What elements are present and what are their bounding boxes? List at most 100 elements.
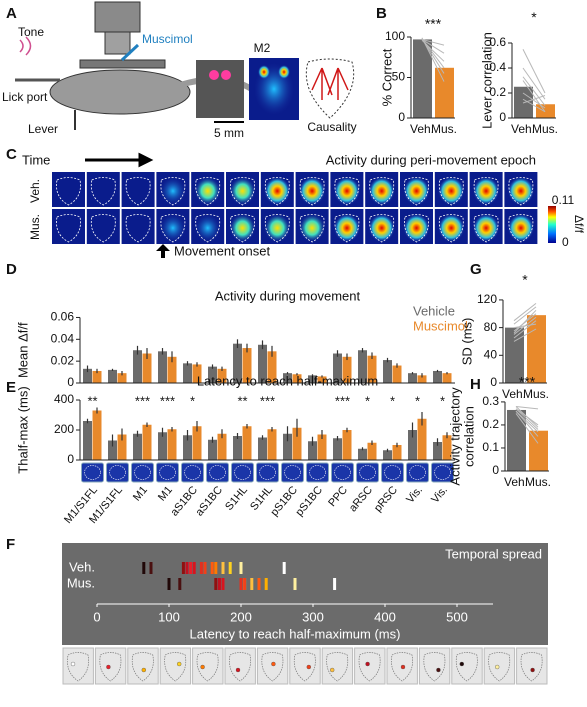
- time-label: Time: [22, 152, 50, 167]
- bar: [283, 373, 292, 383]
- bar: [308, 441, 317, 460]
- bar: [342, 356, 352, 383]
- scale-label: 5 mm: [214, 126, 244, 140]
- tone-label: Tone: [18, 25, 44, 39]
- paired-line: [522, 76, 546, 106]
- panel-c-title: Activity during peri-movement epoch: [326, 152, 536, 167]
- latency-tick: [142, 562, 146, 574]
- frame-activity: [333, 214, 360, 242]
- injection-site: [221, 70, 231, 80]
- strip-panel: [62, 543, 548, 645]
- region-dot: [400, 664, 406, 670]
- y-tick-label: 400: [54, 392, 74, 406]
- paired-line: [513, 309, 537, 334]
- panel-label: H: [470, 376, 481, 393]
- region-thumbnail-outline: [159, 465, 176, 480]
- bar: [292, 374, 302, 383]
- frame-activity: [159, 214, 186, 242]
- y-tick-label: 0.02: [51, 353, 75, 367]
- region-thumbnail-outline: [309, 465, 326, 480]
- significance: ***: [425, 16, 442, 32]
- frame-activity: [438, 177, 465, 205]
- x-tick-label: Veh.: [410, 122, 434, 136]
- paired-line: [421, 37, 445, 82]
- frame-activity: [473, 177, 500, 205]
- frame-outline: [56, 214, 81, 243]
- region-dot: [530, 667, 535, 673]
- frame-outline: [195, 214, 221, 243]
- row-label: Veh.: [28, 179, 42, 203]
- colorbar-min: 0: [562, 235, 569, 249]
- bar: [242, 348, 252, 383]
- bar: [292, 427, 302, 460]
- bar: [183, 435, 192, 460]
- x-tick-label: M1: [131, 484, 150, 503]
- panel-label: B: [376, 5, 387, 22]
- latency-tick: [228, 562, 232, 574]
- region-dot: [70, 661, 76, 667]
- y-tick-label: 0.2: [482, 417, 499, 431]
- latency-tick: [210, 562, 214, 574]
- region-thumbnail: [256, 647, 289, 685]
- latency-tick: [293, 578, 297, 590]
- bar: [367, 442, 377, 460]
- latency-tick: [178, 578, 182, 590]
- latency-tick: [243, 578, 247, 590]
- bar: [92, 370, 102, 383]
- region-thumbnail-outline: [84, 465, 101, 480]
- x-tick-label: Vis.: [404, 484, 425, 506]
- onset-arrow: [156, 244, 170, 258]
- frame-outline: [299, 177, 325, 206]
- frame-outline: [125, 214, 151, 243]
- region-thumbnail-outline: [455, 652, 478, 682]
- frame-activity: [194, 214, 221, 242]
- x-tick-label: 100: [158, 609, 180, 624]
- x-tick-label: Mus.: [431, 122, 457, 136]
- row-label: Veh.: [69, 559, 95, 574]
- mouse: [49, 69, 191, 115]
- bar: [158, 432, 167, 460]
- bar: [317, 376, 327, 383]
- latency-tick: [149, 562, 153, 574]
- frame-outline: [404, 214, 429, 243]
- bar: [417, 375, 427, 383]
- paired-line: [513, 328, 537, 342]
- significance: **: [87, 393, 97, 408]
- significance: **: [237, 393, 247, 408]
- frame-activity: [473, 214, 500, 242]
- region-dot: [306, 664, 311, 670]
- x-tick-label: 300: [302, 609, 324, 624]
- y-tick-label: 0.6: [489, 35, 506, 49]
- y-tick-label: 0: [492, 463, 499, 477]
- paired-line: [522, 67, 546, 100]
- x-tick-label: 500: [446, 609, 468, 624]
- bar: [529, 430, 548, 471]
- region-thumbnail-outline: [134, 465, 151, 480]
- region-dot: [176, 661, 182, 667]
- bar: [192, 426, 202, 460]
- significance: ***: [160, 393, 175, 408]
- frame-activity: [368, 177, 395, 205]
- bar: [117, 434, 127, 460]
- bar: [183, 363, 192, 383]
- region-thumbnail-outline: [196, 652, 219, 682]
- bar: [507, 409, 526, 471]
- frame-outline: [334, 177, 360, 206]
- bar: [167, 429, 177, 460]
- lick-port-label: Lick port: [2, 90, 48, 104]
- bar: [367, 355, 377, 383]
- paired-line: [515, 410, 539, 433]
- bar: [433, 370, 442, 383]
- frame-outline: [369, 177, 395, 206]
- x-tick-label: pS1BC: [293, 484, 325, 518]
- bar: [536, 104, 555, 118]
- brain-photo: [196, 60, 244, 118]
- y-tick-label: 0.1: [482, 440, 499, 454]
- bar: [317, 434, 327, 460]
- latency-tick: [181, 562, 185, 574]
- significance: *: [190, 393, 195, 408]
- bar: [267, 351, 277, 383]
- significance: *: [440, 393, 445, 408]
- bar: [267, 429, 277, 460]
- y-tick-label: 0.04: [51, 331, 75, 345]
